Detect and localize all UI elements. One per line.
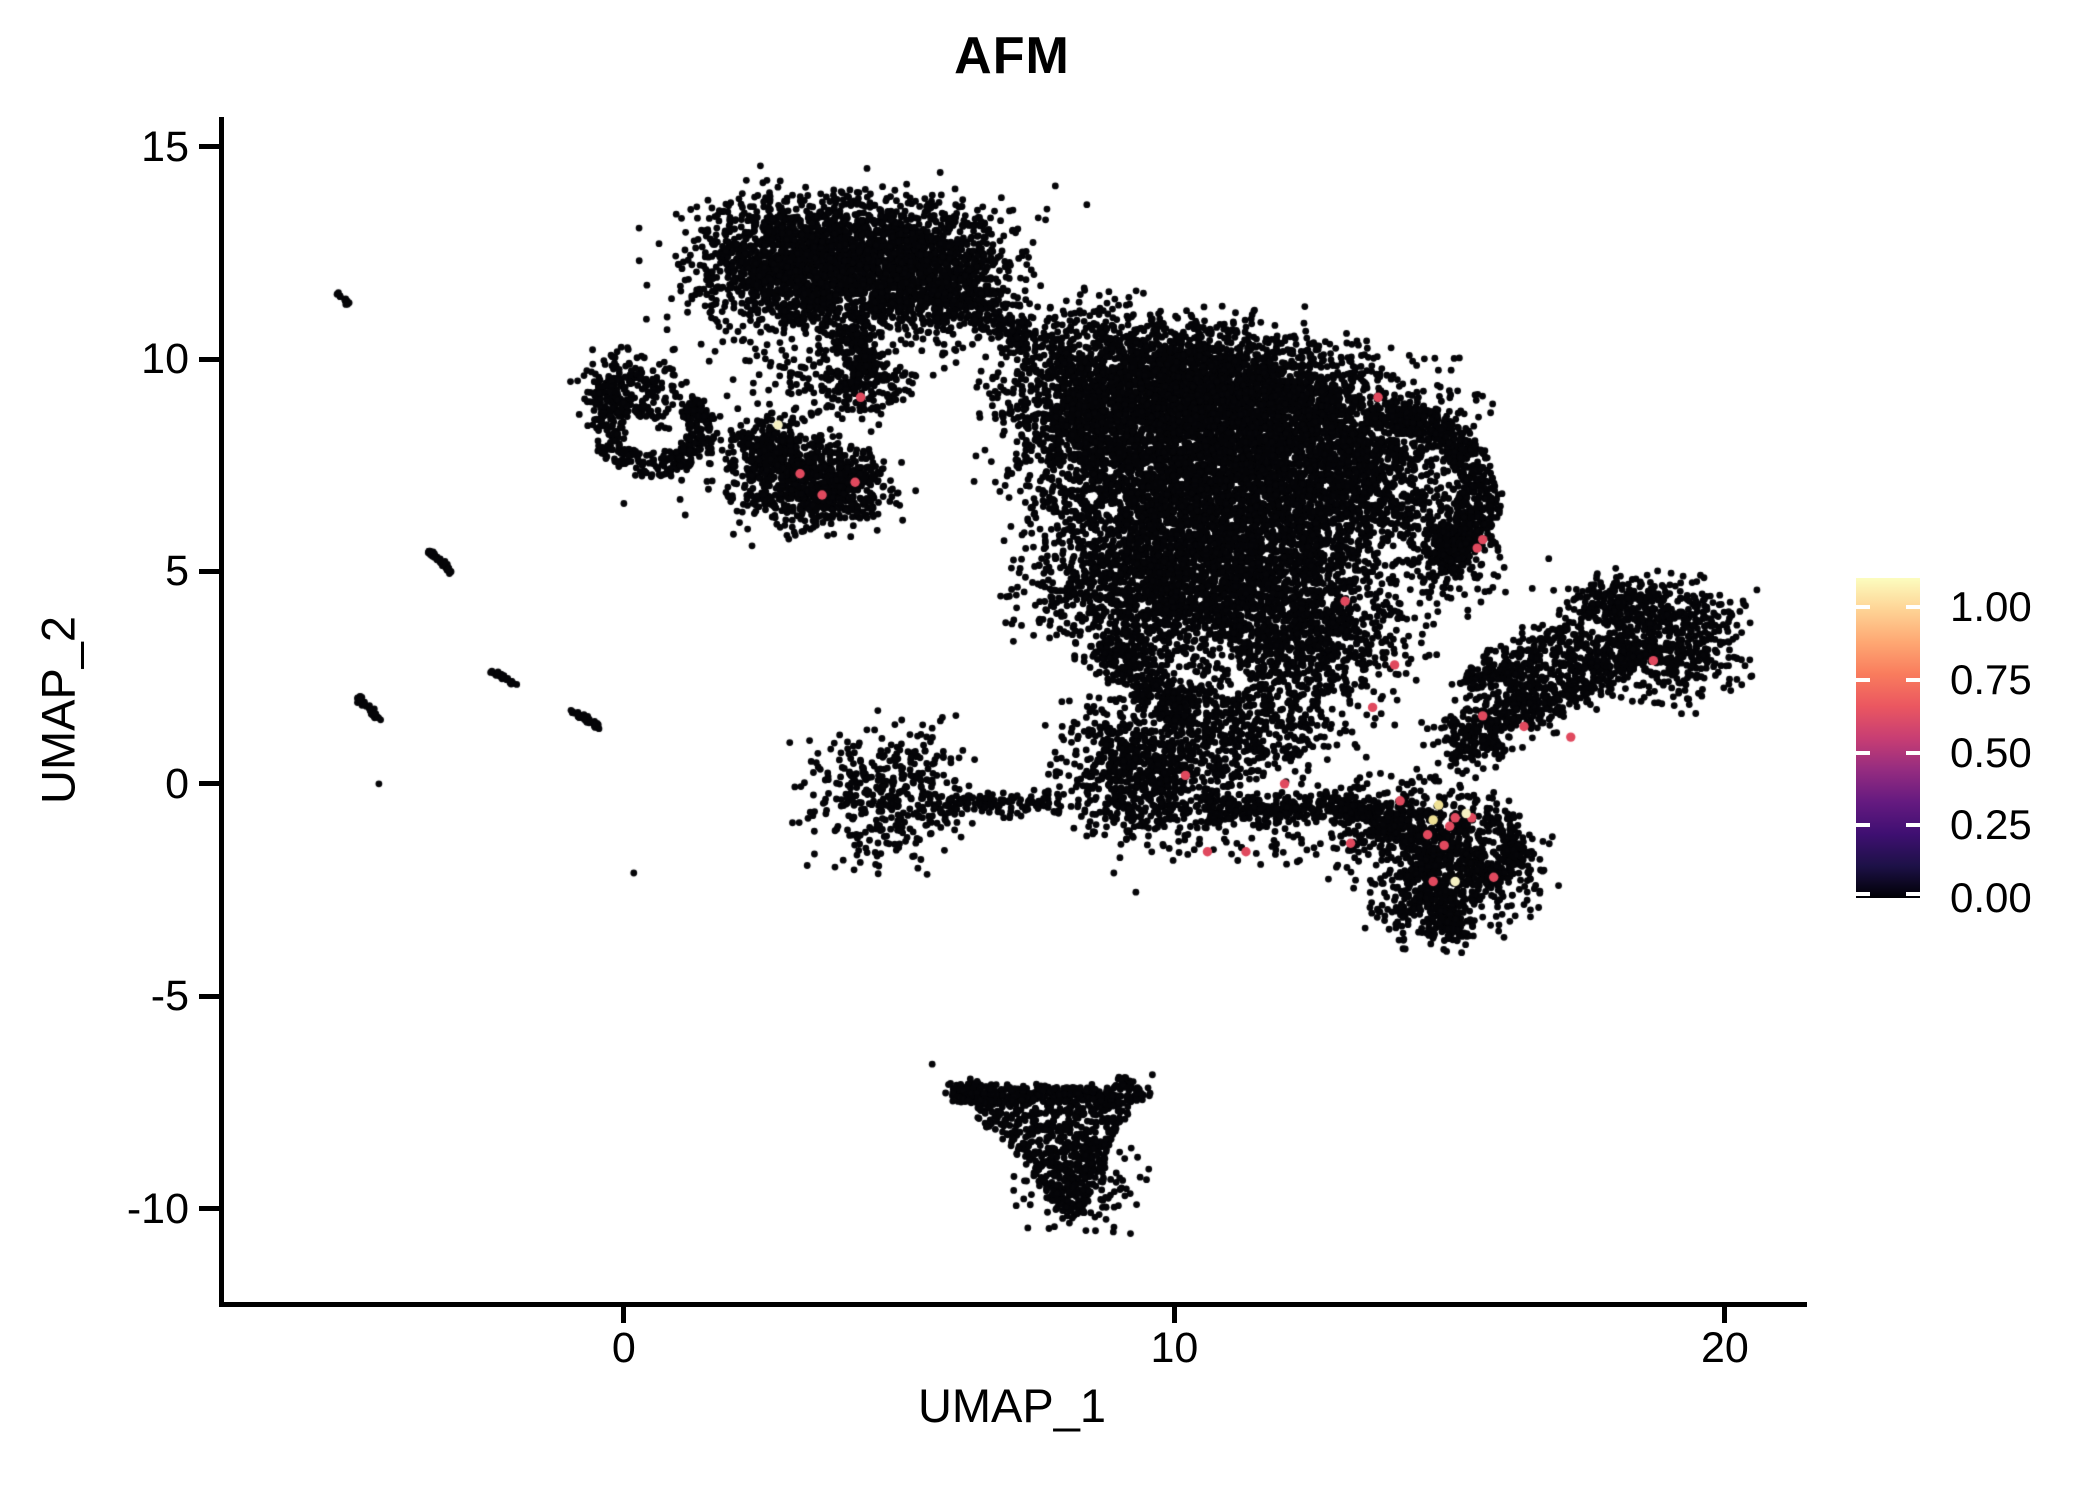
colorbar-tick-mark bbox=[1856, 677, 1870, 682]
y-tick-mark bbox=[199, 993, 219, 999]
x-tick-label: 10 bbox=[1150, 1324, 1199, 1372]
colorbar-tick-mark bbox=[1906, 605, 1920, 610]
colorbar-tick-mark bbox=[1906, 892, 1920, 896]
y-tick-label: 10 bbox=[141, 335, 189, 384]
colorbar-tick-mark bbox=[1856, 823, 1870, 828]
x-tick-mark bbox=[1722, 1307, 1728, 1323]
colorbar-tick-label: 0.75 bbox=[1950, 655, 2032, 703]
y-tick-mark bbox=[199, 781, 219, 787]
colorbar-tick-mark bbox=[1906, 823, 1920, 828]
colorbar-tick-mark bbox=[1906, 750, 1920, 755]
colorbar-gradient bbox=[1856, 578, 1920, 898]
x-tick-mark bbox=[1171, 1307, 1177, 1323]
colorbar-tick-mark bbox=[1856, 892, 1870, 896]
colorbar-tick-mark bbox=[1906, 677, 1920, 682]
y-axis-line bbox=[219, 117, 224, 1307]
colorbar-tick-label: 0.00 bbox=[1950, 874, 2032, 921]
colorbar-tick-mark bbox=[1856, 605, 1870, 610]
x-tick-label: 20 bbox=[1701, 1324, 1749, 1372]
plot-title: AFM bbox=[954, 27, 1070, 85]
colorbar-tick-label: 0.50 bbox=[1950, 728, 2032, 776]
colorbar-tick-label: 1.00 bbox=[1950, 583, 2032, 631]
y-tick-mark bbox=[199, 568, 219, 574]
colorbar-tick-mark bbox=[1856, 750, 1870, 755]
x-axis-line bbox=[219, 1302, 1807, 1307]
colorbar-tick-label: 0.25 bbox=[1950, 801, 2032, 849]
y-tick-label: -5 bbox=[150, 972, 189, 1021]
y-tick-label: -10 bbox=[126, 1184, 189, 1233]
y-tick-mark bbox=[199, 356, 219, 362]
x-axis-label: UMAP_1 bbox=[917, 1379, 1107, 1432]
y-tick-label: 0 bbox=[165, 759, 189, 808]
y-tick-label: 15 bbox=[141, 122, 189, 171]
y-tick-mark bbox=[199, 144, 219, 150]
x-tick-label: 0 bbox=[611, 1324, 636, 1372]
y-tick-mark bbox=[199, 1206, 219, 1212]
x-tick-mark bbox=[621, 1307, 627, 1323]
y-tick-label: 5 bbox=[165, 547, 189, 596]
